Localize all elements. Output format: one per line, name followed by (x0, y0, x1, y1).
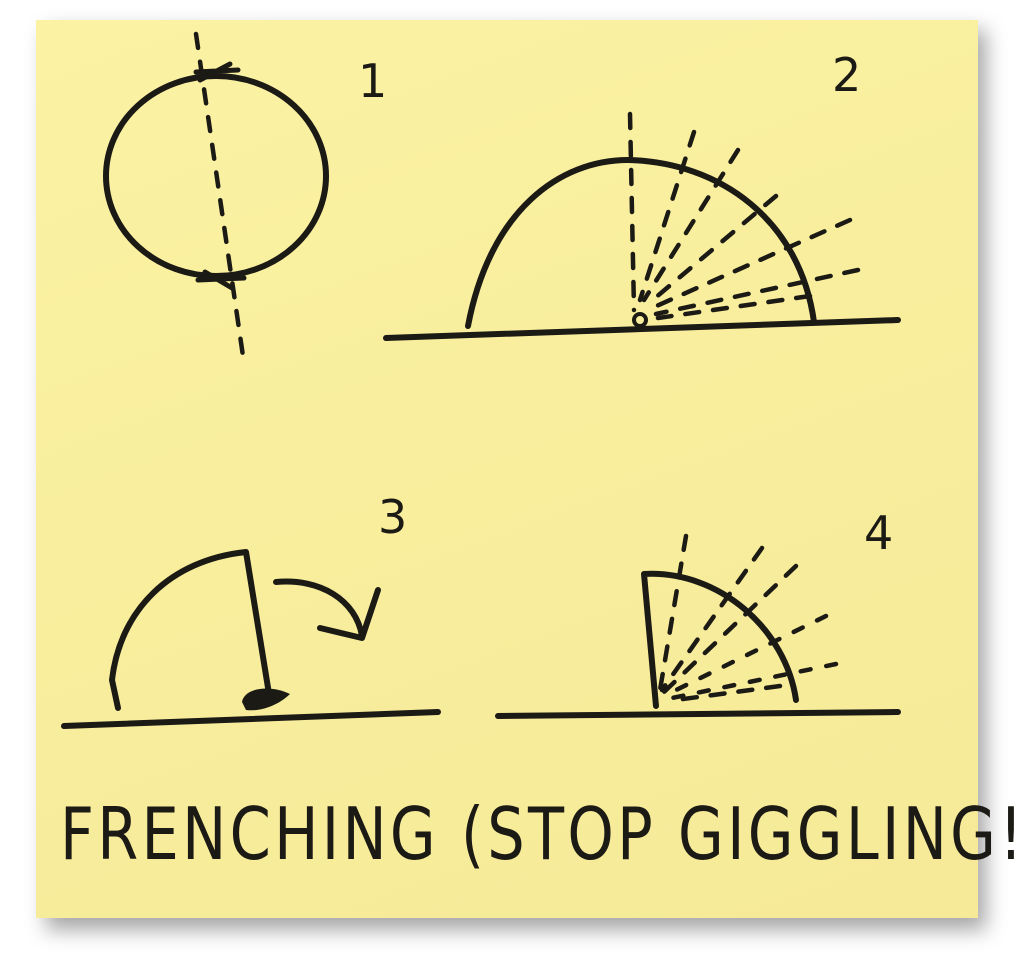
top-mark (193, 61, 241, 83)
baseline-4 (495, 709, 901, 719)
ray (641, 147, 741, 303)
rotate-arrow-curve (273, 578, 365, 639)
quarter-circle-shape (641, 570, 799, 709)
ray (665, 613, 829, 697)
ray (649, 217, 853, 311)
step-2-drawing (383, 111, 901, 341)
ray (627, 111, 637, 313)
ray (653, 267, 861, 317)
step-1-drawing (103, 31, 329, 359)
step-3-drawing (61, 549, 441, 729)
ray (655, 293, 813, 321)
ray (661, 563, 799, 695)
baseline-2 (383, 317, 901, 341)
ray (645, 193, 779, 307)
ray (673, 683, 783, 703)
ray (657, 533, 689, 693)
rotate-arrow-head (317, 587, 381, 641)
vertical-axis-line (193, 31, 246, 359)
sticky-note (36, 20, 978, 918)
quarter-dome-shape (109, 549, 273, 711)
pivot-blob (242, 688, 290, 711)
step-number-4: 4 (864, 506, 894, 560)
semicircle-shape (465, 157, 817, 329)
ray (669, 661, 839, 701)
step-4-drawing (495, 533, 901, 719)
pivot-point (632, 312, 648, 328)
caption-text: FRENCHING (STOP GIGGLING!) (60, 792, 1029, 876)
baseline-3 (61, 709, 441, 729)
step-number-2: 2 (832, 48, 862, 102)
bottom-mark (195, 269, 247, 291)
ray (637, 129, 697, 303)
ray (659, 545, 765, 693)
step-number-3: 3 (378, 490, 408, 544)
step-number-1: 1 (358, 54, 388, 108)
